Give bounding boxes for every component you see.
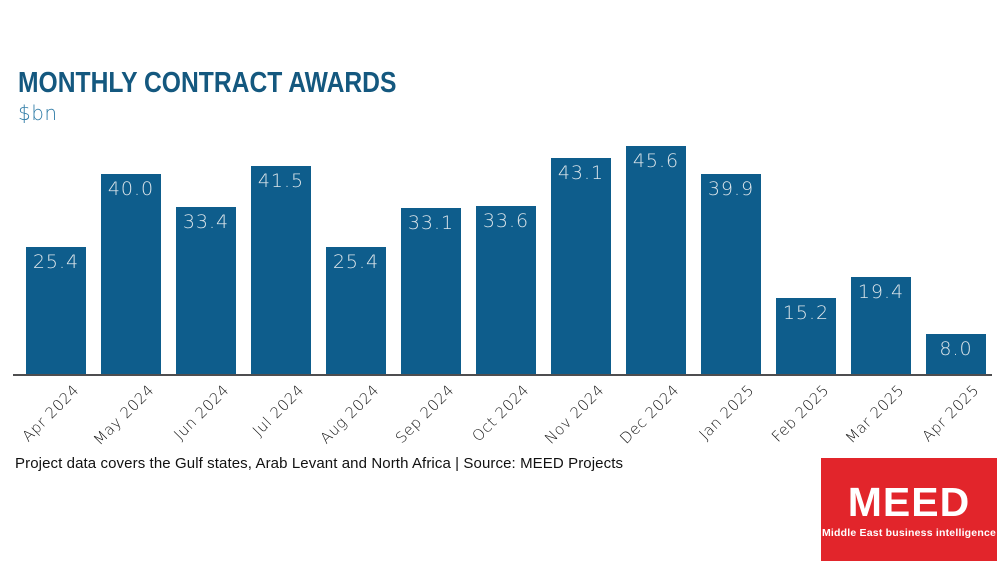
bar: 25.4 xyxy=(326,247,386,374)
meed-logo: MEED Middle East business intelligence xyxy=(821,458,997,561)
bar: 33.4 xyxy=(176,207,236,374)
bar-value-label: 40.0 xyxy=(107,179,155,200)
x-axis-line xyxy=(13,374,992,376)
bar-value-label: 43.1 xyxy=(557,163,605,184)
bar-value-label: 25.4 xyxy=(332,252,380,273)
bar: 33.6 xyxy=(476,206,536,374)
bar: 39.9 xyxy=(701,174,761,374)
bar: 25.4 xyxy=(26,247,86,374)
bar-value-label: 33.6 xyxy=(482,211,530,232)
bar: 40.0 xyxy=(101,174,161,374)
bar-value-label: 25.4 xyxy=(32,252,80,273)
chart-unit-label: $bn xyxy=(18,101,58,126)
bar: 33.1 xyxy=(401,208,461,374)
logo-tagline: Middle East business intelligence xyxy=(821,527,997,539)
bar: 19.4 xyxy=(851,277,911,374)
bar: 15.2 xyxy=(776,298,836,374)
chart-header: MONTHLY CONTRACT AWARDS $bn xyxy=(18,67,463,126)
bar: 45.6 xyxy=(626,146,686,374)
bar: 8.0 xyxy=(926,334,986,374)
bar-value-label: 33.1 xyxy=(407,213,455,234)
bar-value-label: 41.5 xyxy=(257,171,305,192)
logo-wordmark: MEED xyxy=(847,479,971,525)
bar-value-label: 33.4 xyxy=(182,212,230,233)
bar-value-label: 15.2 xyxy=(782,303,830,324)
source-note: Project data covers the Gulf states, Ara… xyxy=(15,455,624,472)
page-title: MONTHLY CONTRACT AWARDS xyxy=(18,67,397,99)
bar-value-label: 39.9 xyxy=(707,179,755,200)
bar: 41.5 xyxy=(251,166,311,374)
bar-value-label: 45.6 xyxy=(632,151,680,172)
bar-value-label: 19.4 xyxy=(857,282,905,303)
bar-value-label: 8.0 xyxy=(939,339,973,360)
bar: 43.1 xyxy=(551,158,611,374)
